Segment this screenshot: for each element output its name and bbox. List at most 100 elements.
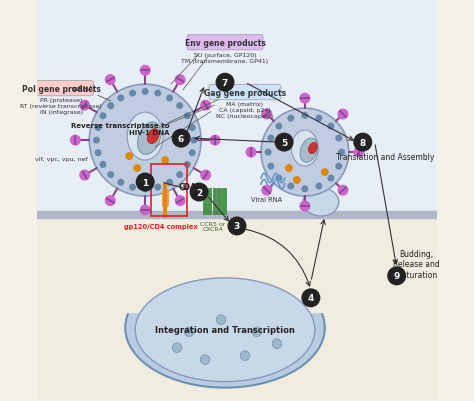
- Text: MA (matrix): MA (matrix): [227, 102, 264, 107]
- Circle shape: [142, 186, 148, 192]
- Circle shape: [262, 110, 272, 119]
- Text: Gag gene products: Gag gene products: [204, 89, 286, 97]
- Circle shape: [140, 206, 150, 215]
- Circle shape: [265, 150, 271, 156]
- Circle shape: [302, 289, 319, 307]
- Text: Budding,
Release and
Maturation: Budding, Release and Maturation: [393, 249, 440, 279]
- Circle shape: [338, 110, 348, 119]
- Text: SU (surface, GP120): SU (surface, GP120): [194, 53, 256, 58]
- Circle shape: [94, 138, 99, 144]
- Circle shape: [95, 126, 101, 131]
- Text: 2: 2: [196, 188, 202, 197]
- Circle shape: [162, 158, 168, 164]
- Text: gp120/CD4 complex: gp120/CD4 complex: [124, 223, 198, 229]
- Ellipse shape: [303, 188, 339, 217]
- Circle shape: [201, 355, 210, 365]
- Text: CA (capsid, p24): CA (capsid, p24): [219, 108, 271, 113]
- Circle shape: [302, 186, 308, 192]
- Circle shape: [167, 180, 173, 186]
- Text: 1: 1: [142, 178, 148, 187]
- Circle shape: [316, 184, 322, 189]
- Circle shape: [354, 148, 364, 158]
- Circle shape: [201, 101, 210, 111]
- Circle shape: [130, 91, 136, 97]
- Circle shape: [140, 66, 150, 76]
- Ellipse shape: [125, 268, 325, 388]
- Circle shape: [126, 154, 132, 160]
- Circle shape: [137, 174, 154, 191]
- Text: 6: 6: [178, 134, 184, 143]
- Bar: [213, 189, 216, 215]
- Bar: [151, 165, 187, 217]
- Circle shape: [167, 96, 173, 101]
- Circle shape: [80, 171, 90, 180]
- Circle shape: [275, 134, 293, 152]
- Text: IN (integrase): IN (integrase): [40, 110, 83, 115]
- Circle shape: [173, 343, 182, 352]
- Text: Pol gene products: Pol gene products: [22, 85, 101, 93]
- Circle shape: [240, 351, 250, 360]
- Circle shape: [142, 89, 148, 95]
- Circle shape: [336, 164, 342, 170]
- Ellipse shape: [292, 131, 319, 167]
- Text: CCR5 or
CXCR4: CCR5 or CXCR4: [201, 221, 226, 232]
- Text: RT (reverse transcriptase): RT (reverse transcriptase): [20, 104, 102, 109]
- Circle shape: [328, 176, 334, 181]
- Text: NC (nucleocapsid): NC (nucleocapsid): [216, 114, 273, 119]
- Circle shape: [108, 103, 114, 109]
- Circle shape: [100, 114, 106, 119]
- Circle shape: [316, 116, 322, 122]
- Circle shape: [339, 150, 345, 156]
- Circle shape: [262, 186, 272, 196]
- Text: Translation and Assembly: Translation and Assembly: [336, 152, 434, 161]
- Circle shape: [105, 196, 115, 206]
- Circle shape: [118, 96, 124, 101]
- Circle shape: [173, 130, 190, 148]
- Bar: [37, 211, 437, 219]
- Circle shape: [294, 177, 300, 184]
- Circle shape: [130, 185, 136, 190]
- Circle shape: [322, 170, 328, 176]
- Text: Reverse transcriptase to
HIV-1 DNA: Reverse transcriptase to HIV-1 DNA: [71, 122, 169, 135]
- Circle shape: [190, 150, 195, 156]
- Circle shape: [190, 126, 195, 131]
- Ellipse shape: [300, 139, 318, 163]
- Circle shape: [288, 116, 293, 122]
- Circle shape: [252, 327, 262, 337]
- Text: CD4: CD4: [179, 182, 196, 191]
- Circle shape: [272, 339, 282, 348]
- Text: 4: 4: [308, 294, 314, 303]
- Circle shape: [300, 94, 310, 104]
- Bar: [218, 189, 221, 215]
- Circle shape: [108, 172, 114, 178]
- Circle shape: [216, 315, 226, 325]
- Ellipse shape: [137, 123, 161, 155]
- Circle shape: [134, 166, 140, 172]
- Circle shape: [155, 91, 161, 97]
- Circle shape: [354, 134, 372, 152]
- Text: 7: 7: [222, 79, 228, 87]
- Circle shape: [300, 202, 310, 211]
- Circle shape: [89, 85, 201, 196]
- Circle shape: [288, 184, 293, 189]
- Circle shape: [302, 113, 308, 119]
- Circle shape: [191, 138, 197, 144]
- Circle shape: [228, 218, 246, 235]
- Text: vif, vpc, vpu, nef: vif, vpc, vpu, nef: [35, 156, 88, 161]
- Ellipse shape: [309, 143, 317, 154]
- Circle shape: [184, 114, 190, 119]
- Circle shape: [184, 162, 190, 168]
- Circle shape: [336, 136, 342, 142]
- FancyBboxPatch shape: [209, 85, 281, 101]
- Bar: [117, 252, 337, 312]
- Circle shape: [261, 109, 349, 196]
- Circle shape: [190, 184, 208, 201]
- Text: TM (transmembrane, GP41): TM (transmembrane, GP41): [182, 59, 269, 64]
- Circle shape: [175, 76, 185, 85]
- Text: PR (protease): PR (protease): [40, 98, 82, 103]
- FancyBboxPatch shape: [187, 36, 263, 51]
- Circle shape: [177, 103, 182, 109]
- Circle shape: [210, 136, 220, 146]
- Circle shape: [177, 172, 182, 178]
- Circle shape: [268, 164, 273, 170]
